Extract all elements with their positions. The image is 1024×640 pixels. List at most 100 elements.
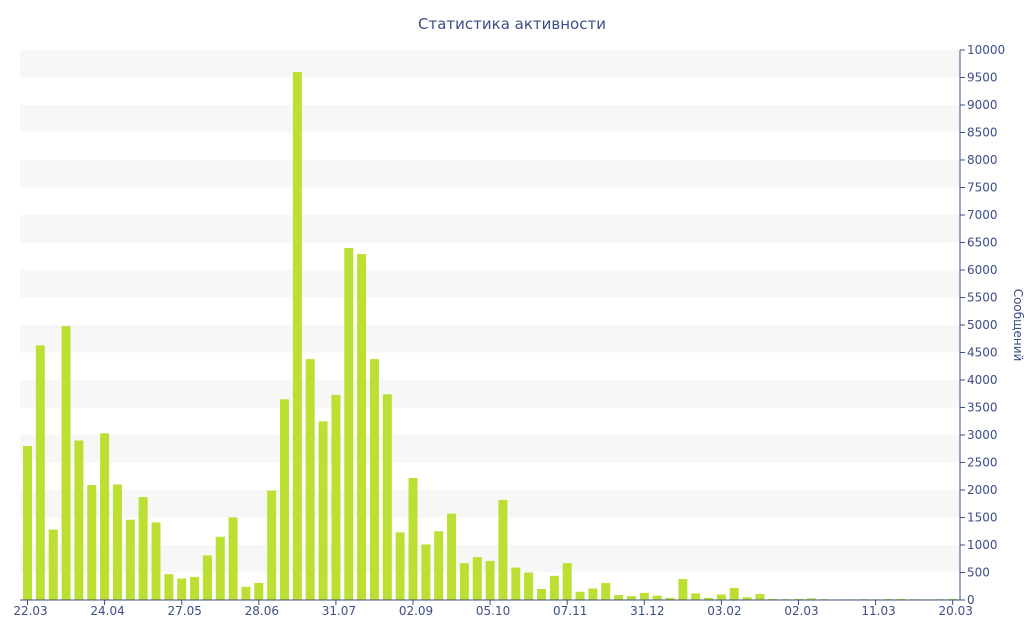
chart-title: Статистика активности: [418, 15, 606, 33]
y-tick-label: 7500: [967, 181, 998, 195]
x-tick-label: 11.03: [861, 604, 895, 618]
bar: [35, 345, 45, 600]
bar: [948, 598, 958, 600]
grid-band: [20, 490, 960, 518]
bar: [421, 544, 431, 600]
bar: [292, 72, 302, 600]
bar: [768, 598, 778, 600]
bar: [498, 499, 508, 600]
x-tick-label: 02.03: [784, 604, 818, 618]
bar: [331, 394, 341, 600]
bar: [395, 532, 405, 600]
y-axis-label: Сообщений: [1011, 289, 1024, 362]
bar: [382, 394, 392, 600]
bar: [344, 248, 354, 600]
x-tick-label: 27.05: [168, 604, 202, 618]
x-tick-label: 03.02: [707, 604, 741, 618]
bar: [601, 582, 611, 600]
grid-band: [20, 215, 960, 243]
bar: [369, 359, 379, 600]
y-tick-label: 3000: [967, 428, 998, 442]
y-tick-label: 8000: [967, 153, 998, 167]
grid-band: [20, 435, 960, 463]
bar: [177, 578, 187, 600]
y-tick-label: 6000: [967, 263, 998, 277]
bar: [794, 598, 803, 600]
bar: [48, 529, 58, 600]
bar: [241, 586, 251, 600]
y-tick-label: 2500: [967, 456, 998, 470]
bar: [23, 446, 32, 600]
y-tick-label: 5000: [967, 318, 998, 332]
bar: [806, 598, 816, 600]
bar: [588, 588, 598, 600]
y-tick-label: 1500: [967, 511, 998, 525]
bar: [626, 596, 636, 600]
y-tick-label: 9500: [967, 71, 998, 85]
bar: [112, 484, 122, 600]
y-tick-label: 8500: [967, 126, 998, 140]
bar: [318, 421, 328, 600]
bar: [61, 326, 71, 600]
x-tick-label: 28.06: [245, 604, 279, 618]
x-tick-label: 02.09: [399, 604, 433, 618]
y-tick-label: 6500: [967, 236, 998, 250]
bar: [190, 576, 200, 600]
x-axis: 22.03 24.04 27.05 28.06 31.07 02.09 05.10 07.11…: [13, 599, 973, 618]
x-tick-label: 24.04: [90, 604, 124, 618]
x-tick-label: 07.11: [553, 604, 587, 618]
bar: [485, 560, 495, 600]
bar: [678, 579, 688, 600]
y-tick-label: 7000: [967, 208, 998, 222]
bar: [742, 597, 752, 600]
bar: [228, 517, 238, 600]
y-tick-label: 4000: [967, 373, 998, 387]
bar: [729, 587, 739, 600]
bar: [755, 593, 765, 600]
bar: [267, 490, 277, 600]
bar: [896, 598, 906, 600]
bar: [691, 593, 701, 600]
bar: [151, 522, 161, 600]
y-tick-label: 2000: [967, 483, 998, 497]
bar: [87, 485, 97, 600]
y-tick-label: 9000: [967, 98, 998, 112]
bar: [575, 591, 585, 600]
bar: [665, 597, 675, 600]
bar: [459, 563, 469, 600]
bar: [704, 597, 714, 600]
grid-band: [20, 160, 960, 188]
bar: [254, 582, 264, 600]
x-tick-label: 05.10: [476, 604, 510, 618]
bar: [434, 531, 444, 600]
bars: [23, 72, 958, 601]
x-tick-label: 31.07: [322, 604, 356, 618]
bar: [280, 399, 289, 600]
grid-band: [20, 270, 960, 298]
grid-bands: [20, 50, 960, 573]
x-tick-label: 20.03: [939, 604, 973, 618]
grid-band: [20, 380, 960, 408]
bar: [74, 440, 84, 600]
bar: [100, 433, 110, 600]
y-tick-label: 500: [967, 566, 990, 580]
bar: [408, 477, 418, 600]
bar: [716, 594, 726, 600]
bar: [202, 555, 212, 600]
y-tick-label: 3500: [967, 401, 998, 415]
bar: [639, 592, 649, 600]
y-tick-label: 4500: [967, 346, 998, 360]
bar: [537, 589, 546, 600]
bar: [562, 563, 572, 600]
bar: [305, 359, 315, 600]
y-tick-label: 0: [967, 593, 975, 607]
x-tick-label: 22.03: [13, 604, 47, 618]
bar: [652, 595, 662, 600]
grid-band: [20, 50, 960, 78]
grid-band: [20, 105, 960, 133]
bar: [164, 574, 174, 600]
bar: [215, 536, 225, 600]
bar: [138, 497, 148, 600]
bar: [447, 513, 457, 600]
